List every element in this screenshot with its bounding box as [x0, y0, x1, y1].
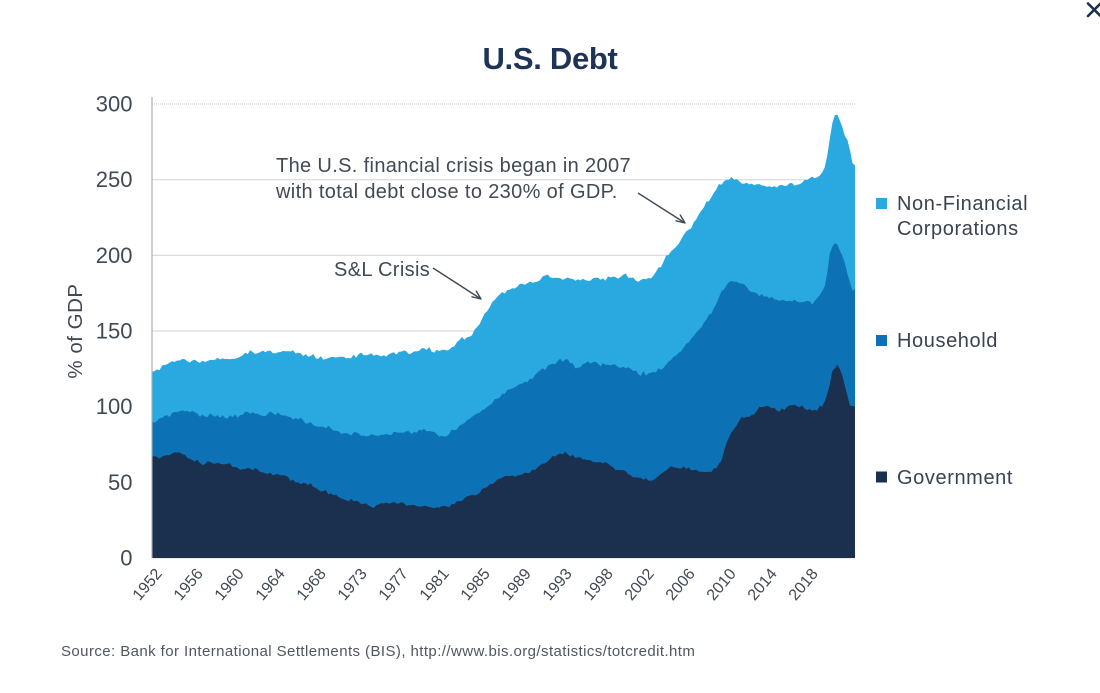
svg-text:200: 200 [96, 243, 133, 268]
svg-text:250: 250 [96, 167, 133, 192]
svg-text:Source: Bank for International: Source: Bank for International Settlemen… [61, 643, 695, 660]
svg-text:300: 300 [96, 92, 133, 117]
svg-text:Corporations: Corporations [897, 218, 1019, 240]
svg-text:0: 0 [120, 546, 132, 571]
svg-text:with total debt close to 230%: with total debt close to 230% of GDP. [275, 181, 618, 203]
svg-text:Government: Government [897, 467, 1013, 489]
svg-text:S&L Crisis: S&L Crisis [334, 259, 430, 281]
svg-text:Household: Household [897, 330, 998, 352]
svg-text:U.S. Debt: U.S. Debt [482, 41, 617, 76]
svg-text:Non-Financial: Non-Financial [897, 193, 1028, 215]
svg-text:The U.S. financial crisis bega: The U.S. financial crisis began in 2007 [276, 155, 631, 177]
svg-text:50: 50 [108, 470, 132, 495]
svg-text:100: 100 [96, 394, 133, 419]
svg-text:% of GDP: % of GDP [64, 283, 87, 378]
svg-text:150: 150 [96, 319, 133, 344]
